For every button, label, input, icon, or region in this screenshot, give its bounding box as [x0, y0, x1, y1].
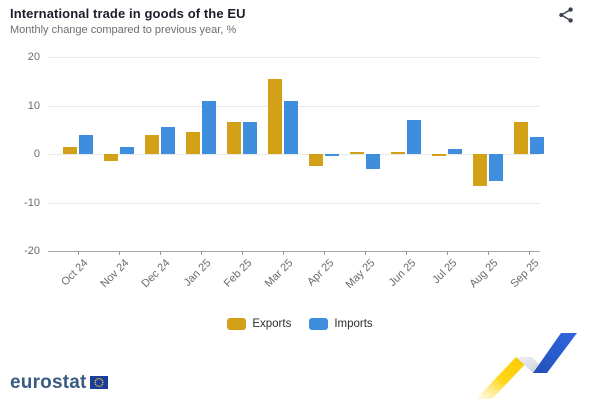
bar-exports-jun-25[interactable] [391, 152, 405, 154]
x-axis-tick [365, 251, 366, 255]
gridline [48, 154, 540, 155]
x-axis-tick-label: Jan 25 [181, 257, 214, 289]
x-axis-tick-label: May 25 [343, 257, 378, 291]
bar-imports-oct-24[interactable] [79, 135, 93, 154]
legend-swatch-imports [309, 318, 329, 330]
x-axis-tick-label: Feb 25 [221, 257, 255, 290]
bar-imports-dec-24[interactable] [161, 127, 175, 154]
x-axis-tick [201, 251, 202, 255]
bar-imports-may-25[interactable] [366, 154, 380, 169]
bar-exports-jul-25[interactable] [432, 154, 446, 156]
x-axis-line [48, 251, 540, 252]
legend-swatch-exports [227, 318, 247, 330]
bar-imports-jul-25[interactable] [448, 149, 462, 154]
x-axis-tick-label: Aug 25 [467, 257, 501, 291]
gridline [48, 203, 540, 204]
x-axis-tick-label: Sep 25 [508, 257, 542, 291]
legend: Exports Imports [0, 318, 600, 330]
bar-exports-mar-25[interactable] [268, 79, 282, 154]
eu-flag-icon [89, 376, 108, 394]
bar-imports-mar-25[interactable] [284, 101, 298, 154]
x-axis-tick-label: Nov 24 [98, 257, 132, 291]
y-axis-tick-label: 10 [27, 100, 40, 112]
x-axis-tick [447, 251, 448, 255]
x-axis-tick-label: Apr 25 [305, 257, 337, 289]
y-axis-tick-label: -10 [24, 197, 40, 209]
bar-exports-jan-25[interactable] [186, 132, 200, 154]
x-axis-tick [283, 251, 284, 255]
bar-exports-feb-25[interactable] [227, 122, 241, 154]
bar-exports-apr-25[interactable] [309, 154, 323, 166]
bar-exports-oct-24[interactable] [63, 147, 77, 154]
x-axis-tick [488, 251, 489, 255]
x-axis-tick [324, 251, 325, 255]
trend-zigzag-icon [448, 319, 600, 401]
x-axis-tick-label: Mar 25 [262, 257, 296, 290]
x-axis-tick [78, 251, 79, 255]
legend-label: Exports [252, 318, 292, 330]
bar-imports-apr-25[interactable] [325, 154, 339, 156]
x-axis-tick [160, 251, 161, 255]
legend-item-imports[interactable]: Imports [309, 318, 373, 330]
bar-imports-jun-25[interactable] [407, 120, 421, 154]
bar-imports-feb-25[interactable] [243, 122, 257, 154]
y-axis-tick-label: 0 [33, 148, 40, 160]
x-axis-tick-label: Jun 25 [386, 257, 419, 289]
y-axis-tick-label: -20 [24, 245, 40, 257]
bar-imports-sep-25[interactable] [530, 137, 544, 154]
x-axis-tick-label: Dec 24 [139, 257, 173, 291]
x-axis-tick [406, 251, 407, 255]
x-axis-tick [529, 251, 530, 255]
bar-exports-dec-24[interactable] [145, 135, 159, 154]
eurostat-logo: eurostat [10, 372, 108, 394]
gridline [48, 57, 540, 58]
eurostat-wordmark: eurostat [10, 372, 87, 393]
bar-exports-may-25[interactable] [350, 152, 364, 154]
y-axis-tick-label: 20 [27, 51, 40, 63]
x-axis-tick-label: Oct 24 [59, 257, 91, 289]
bar-imports-aug-25[interactable] [489, 154, 503, 181]
legend-item-exports[interactable]: Exports [227, 318, 291, 330]
page-subtitle: Monthly change compared to previous year… [10, 24, 237, 36]
bar-imports-nov-24[interactable] [120, 147, 134, 154]
bar-exports-aug-25[interactable] [473, 154, 487, 186]
share-icon[interactable] [556, 5, 576, 25]
bar-exports-sep-25[interactable] [514, 122, 528, 154]
bar-imports-jan-25[interactable] [202, 101, 216, 154]
x-axis-tick-label: Jul 25 [430, 257, 460, 287]
page-title: International trade in goods of the EU [10, 6, 246, 21]
bar-exports-nov-24[interactable] [104, 154, 118, 161]
x-axis-tick [242, 251, 243, 255]
x-axis-tick [119, 251, 120, 255]
legend-label: Imports [334, 318, 373, 330]
